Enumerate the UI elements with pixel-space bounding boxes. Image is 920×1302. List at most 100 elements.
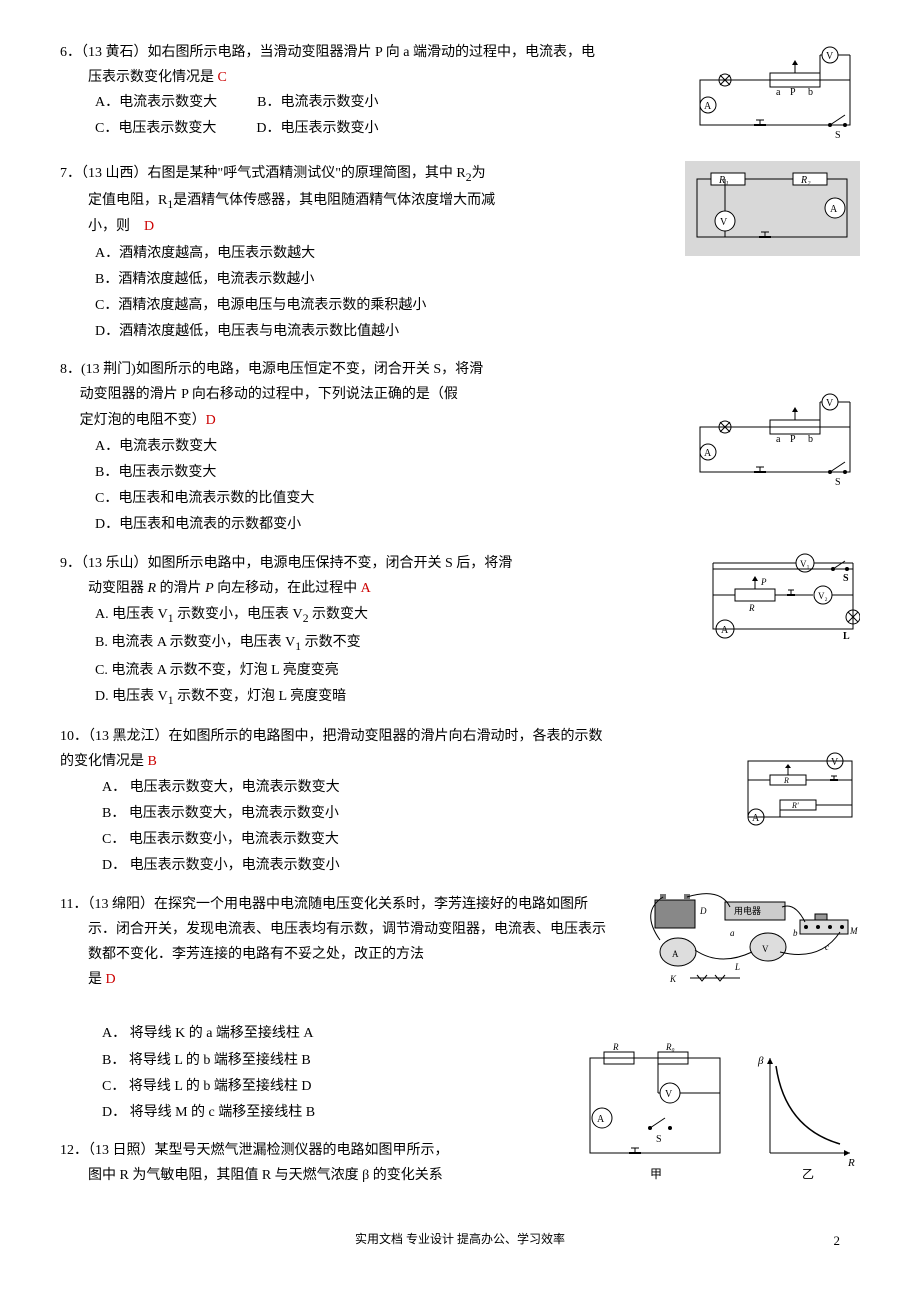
svg-text:P: P [790, 87, 796, 98]
svg-text:A: A [672, 949, 679, 959]
q10-answer: B [148, 754, 157, 769]
q12-source: （13 日照） [88, 1143, 155, 1158]
svg-text:R: R [783, 776, 789, 785]
svg-text:A: A [704, 101, 712, 112]
svg-text:V: V [826, 398, 834, 409]
question-9: V₁ PR V₂ A S L 9．（13 乐山）如图所示电路中，电源电压保持不变… [60, 551, 860, 712]
q7-opt-d: D．酒精浓度越低，电压表与电流表示数比值越小 [95, 319, 860, 344]
svg-text:A: A [830, 204, 838, 215]
svg-text:M: M [849, 926, 858, 936]
svg-text:L: L [734, 962, 740, 972]
svg-text:c: c [825, 942, 829, 952]
svg-text:b: b [793, 928, 798, 938]
q8-source: (13 荆门) [81, 362, 136, 377]
q6-answer: C [218, 70, 227, 85]
svg-text:D: D [699, 906, 707, 916]
q9-answer: A [361, 581, 371, 596]
svg-text:R: R [612, 1042, 619, 1052]
q6-options-row1: A．电流表示数变大 B．电流表示数变小 [95, 90, 680, 115]
q10-figure: V R A R' [740, 749, 860, 829]
q8-opt-c: C．电压表和电流表示数的比值变大 [95, 486, 860, 511]
q9-stem2b: 的滑片 [156, 581, 205, 596]
q7-stem2: 定值电阻，R [88, 193, 167, 208]
q12-num: 12． [60, 1143, 88, 1158]
svg-text:a: a [730, 928, 735, 938]
q9-R: R [148, 581, 157, 596]
footer: 实用文档 专业设计 提高办公、学习效率 2 [60, 1229, 860, 1251]
q11-num: 11． [60, 897, 87, 912]
q6-stem1: 如右图所示电路，当滑动变阻器滑片 P 向 a 端滑动的过程中，电流表，电 [148, 45, 595, 60]
q8-stem3: 定灯泡的电阻不变） [80, 413, 206, 428]
q7-stem1: 右图是某种"呼气式酒精测试仪"的原理简图，其中 R [148, 166, 466, 181]
q7-stem1b: 为 [472, 166, 486, 181]
svg-text:S: S [835, 477, 841, 487]
svg-text:A: A [597, 1114, 605, 1125]
svg-text:a: a [776, 87, 781, 98]
q6-opt-c: C．电压表示数变大 [95, 116, 216, 141]
q9-P: P [205, 581, 214, 596]
svg-text:V: V [826, 51, 834, 62]
q7-opt-b: B．酒精浓度越低，电流表示数越小 [95, 267, 860, 292]
svg-text:V: V [831, 757, 839, 768]
q10-num: 10． [60, 729, 88, 744]
question-7: R₁ R₂ V A 7．（13 山西）右图是某种"呼气式酒精测试仪"的原理简图，… [60, 161, 860, 346]
svg-text:S: S [656, 1134, 662, 1145]
svg-text:V₁: V₁ [800, 559, 810, 569]
svg-text:A: A [752, 813, 760, 824]
question-8: aPb V A S 8．(13 荆门)如图所示的电路，电源电压恒定不变，闭合开关… [60, 357, 860, 538]
svg-text:A: A [721, 625, 729, 636]
question-6: aPb V A S 6．（13 黄石）如右图所示电路，当滑动变阻器滑片 P 向 … [60, 40, 860, 141]
q10-stem-line1: 10．（13 黑龙江）在如图所示的电路图中，把滑动变阻器的滑片向右滑动时，各表的… [60, 724, 860, 749]
svg-text:R₁: R₁ [718, 175, 729, 186]
svg-text:V: V [762, 944, 769, 954]
q6-opt-d: D．电压表示数变小 [256, 116, 378, 141]
svg-text:S: S [835, 130, 841, 140]
svg-text:P: P [790, 434, 796, 445]
q9-source: （13 乐山） [81, 556, 148, 571]
q7-figure: R₁ R₂ V A [685, 161, 860, 256]
svg-text:L: L [843, 631, 850, 641]
svg-text:b: b [808, 87, 813, 98]
svg-text:R₀: R₀ [665, 1042, 675, 1052]
svg-text:用电器: 用电器 [734, 905, 761, 916]
q9-stem1: 如图所示电路中，电源电压保持不变，闭合开关 S 后，将滑 [148, 556, 513, 571]
svg-text:S: S [843, 573, 849, 584]
q9-opt-d: D. 电压表 V1 示数不变，灯泡 L 亮度变暗 [95, 684, 860, 711]
q8-answer: D [206, 413, 216, 428]
q6-opt-b: B．电流表示数变小 [257, 90, 378, 115]
question-10: V R A R' 10．（13 黑龙江）在如图所示的电路图中，把滑动变阻器的滑片… [60, 724, 860, 880]
q8-stem-line1: 8．(13 荆门)如图所示的电路，电源电压恒定不变，闭合开关 S，将滑 [60, 357, 860, 382]
q8-figure: aPb V A S [690, 387, 860, 487]
q9-num: 9． [60, 556, 81, 571]
q7-opt-c: C．酒精浓度越高，电源电压与电流表示数的乘积越小 [95, 293, 860, 318]
svg-text:甲: 甲 [650, 1167, 662, 1181]
q8-num: 8． [60, 362, 81, 377]
svg-text:V: V [665, 1089, 673, 1100]
q6-options-row2: C．电压表示数变大 D．电压表示数变小 [95, 116, 680, 141]
q9-stem2a: 动变阻器 [88, 581, 148, 596]
q6-figure: aPb V A S [690, 40, 860, 140]
q8-opt-d: D．电压表和电流表的示数都变小 [95, 512, 860, 537]
q7-stem2b: 是酒精气体传感器，其电阻随酒精气体浓度增大而减 [173, 193, 495, 208]
q10-stem1: 在如图所示的电路图中，把滑动变阻器的滑片向右滑动时，各表的示数 [169, 729, 603, 744]
q10-source: （13 黑龙江） [88, 729, 169, 744]
q11-stem4: 是 [88, 972, 106, 987]
svg-text:b: b [808, 434, 813, 445]
q7-answer: D [144, 219, 154, 234]
q10-opt-c: C． 电压表示数变小，电流表示数变大 [102, 827, 860, 852]
svg-text:a: a [776, 434, 781, 445]
q6-source: （13 黄石） [81, 45, 148, 60]
q11-stem1: 在探究一个用电器中电流随电压变化关系时，李芳连接好的电路如图所 [154, 897, 588, 912]
q6-num: 6． [60, 45, 81, 60]
page-number: 2 [834, 1229, 841, 1252]
q9-figure: V₁ PR V₂ A S L [705, 551, 860, 641]
q9-opt-c: C. 电流表 A 示数不变，灯泡 L 亮度变亮 [95, 658, 860, 683]
footer-text: 实用文档 专业设计 提高办公、学习效率 [355, 1232, 565, 1246]
svg-text:P: P [760, 577, 767, 587]
q12-figure: R R₀ V A S 甲 β R 乙 [580, 1038, 860, 1188]
svg-text:R₂: R₂ [800, 175, 811, 186]
q8-stem1: 如图所示的电路，电源电压恒定不变，闭合开关 S，将滑 [136, 362, 483, 377]
svg-text:R': R' [791, 801, 799, 810]
q11-answer: D [106, 972, 116, 987]
q7-source: （13 山西） [81, 166, 148, 181]
